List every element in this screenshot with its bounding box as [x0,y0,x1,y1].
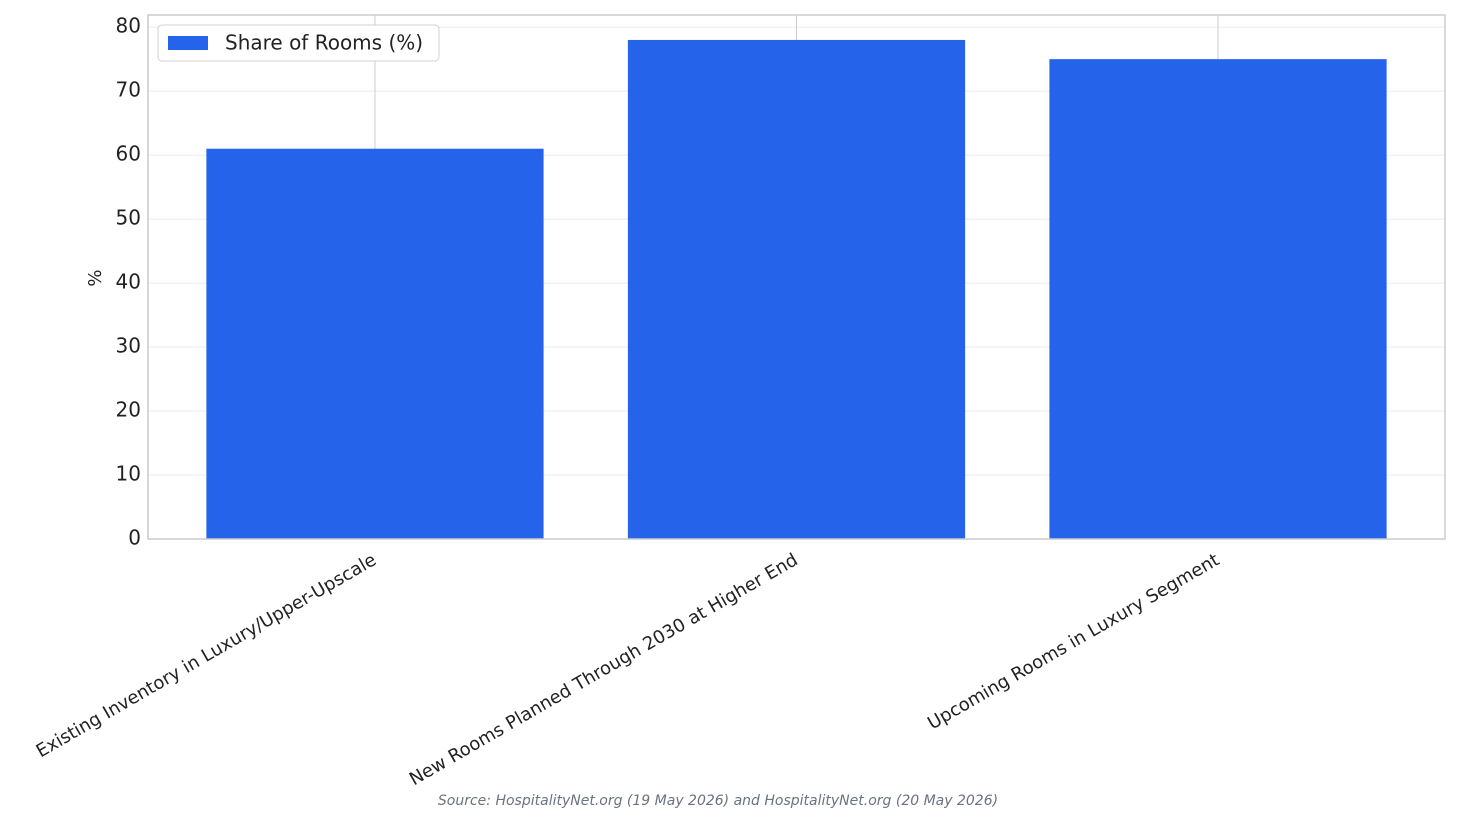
y-axis-label: % [85,269,106,286]
y-tick-label: 10 [116,462,141,486]
bar [1049,59,1387,540]
y-tick-label: 0 [128,526,141,550]
plot-frame [147,14,1446,540]
x-tick-label: Upcoming Rooms in Luxury Segment [924,549,1223,734]
y-tick-label: 20 [116,398,141,422]
bar [627,39,966,539]
y-tick-label: 50 [116,206,141,230]
legend-swatch [168,36,208,50]
legend-label: Share of Rooms (%) [225,31,423,55]
y-tick-label: 30 [116,334,141,358]
y-tick-label: 80 [116,14,141,38]
x-tick-label: Existing Inventory in Luxury/Upper-Upsca… [33,549,380,762]
source-note: Source: HospitalityNet.org (19 May 2026)… [438,793,998,809]
y-tick-label: 70 [116,78,141,102]
x-tick-label: New Rooms Planned Through 2030 at Higher… [406,549,802,790]
bar [206,148,544,539]
y-tick-label: 40 [116,270,141,294]
legend: Share of Rooms (%) [157,24,440,62]
y-tick-label: 60 [116,142,141,166]
legend-box [157,24,440,62]
